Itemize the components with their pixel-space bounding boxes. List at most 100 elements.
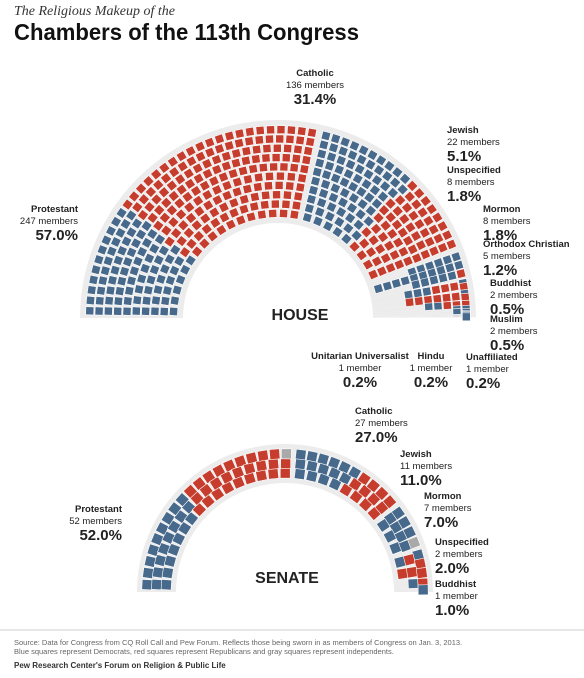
seat — [136, 273, 147, 285]
seat — [140, 219, 153, 232]
share-label: 0.5% — [490, 301, 524, 318]
seat — [377, 204, 391, 217]
seat — [398, 213, 411, 226]
seat — [367, 234, 380, 247]
share-label: 57.0% — [35, 227, 78, 244]
seat — [211, 154, 223, 166]
seat — [184, 177, 196, 190]
seat — [255, 125, 265, 136]
seat — [93, 254, 105, 266]
seat — [249, 201, 260, 212]
seat — [109, 264, 121, 276]
seat — [234, 138, 245, 149]
seat — [244, 136, 255, 147]
kicker: The Religious Makeup of the — [14, 4, 175, 19]
seat — [163, 554, 177, 568]
seat — [381, 170, 394, 183]
member-count: 247 members — [20, 216, 78, 227]
seat — [414, 296, 424, 306]
group-name: Unaffiliated — [466, 352, 518, 363]
member-count: 2 members — [490, 290, 538, 301]
seat — [342, 168, 355, 180]
seat — [407, 209, 420, 222]
seat — [442, 301, 452, 311]
seat — [340, 232, 353, 245]
seat — [275, 134, 285, 144]
group-name: Protestant — [75, 504, 123, 515]
seat — [192, 230, 205, 243]
seat — [133, 284, 145, 295]
seat — [124, 285, 135, 296]
seat — [165, 204, 179, 217]
seat — [240, 155, 251, 166]
group-name: Unspecified — [447, 165, 501, 176]
seat — [146, 228, 159, 240]
member-count: 2 members — [490, 326, 538, 337]
seat — [173, 255, 186, 267]
member-count: 52 members — [69, 516, 122, 527]
seat — [131, 306, 141, 316]
seat — [204, 136, 216, 149]
seat — [324, 160, 335, 172]
seat — [321, 169, 332, 181]
seat — [404, 221, 417, 234]
seat — [142, 175, 155, 188]
seat — [370, 222, 383, 235]
seat — [231, 465, 245, 480]
seat — [177, 521, 192, 536]
wedge — [372, 314, 476, 318]
seat — [160, 579, 172, 591]
seat — [256, 209, 267, 220]
seat — [352, 218, 365, 231]
source: Source: Data for Congress from CQ Roll C… — [14, 638, 462, 647]
seat — [198, 179, 211, 192]
seat — [413, 187, 426, 200]
seat — [141, 579, 153, 591]
seat — [360, 226, 373, 239]
seat — [170, 227, 183, 240]
seat — [177, 219, 190, 232]
seat — [230, 157, 242, 169]
seat — [233, 454, 248, 469]
seat — [339, 136, 351, 148]
seat — [283, 143, 293, 154]
seat — [305, 136, 316, 147]
seat — [184, 211, 198, 225]
seat — [202, 199, 215, 212]
seat — [406, 243, 419, 256]
seat — [428, 245, 440, 257]
seat — [128, 265, 140, 277]
seat — [137, 193, 150, 206]
seat — [175, 150, 188, 163]
seat — [391, 205, 404, 218]
seat — [322, 220, 334, 232]
seat — [295, 182, 306, 193]
seat — [407, 578, 419, 590]
seat — [279, 162, 289, 172]
seat — [299, 164, 310, 175]
share-label: 5.1% — [447, 148, 481, 165]
seat — [330, 133, 342, 145]
member-count: 1 member — [466, 364, 509, 375]
seat — [279, 208, 289, 219]
share-label: 1.0% — [435, 602, 469, 619]
member-count: 136 members — [286, 80, 344, 91]
member-count: 2 members — [435, 549, 483, 560]
seat — [190, 185, 202, 197]
member-count: 11 members — [400, 461, 452, 472]
seat — [208, 476, 224, 491]
group-name: Catholic — [355, 406, 392, 417]
seat — [217, 171, 230, 183]
seat — [289, 162, 299, 173]
seat — [375, 154, 388, 167]
seat — [160, 172, 173, 185]
seat — [231, 186, 243, 198]
wedge — [372, 307, 476, 315]
seat — [88, 274, 99, 285]
seat — [200, 223, 213, 236]
seat — [394, 194, 407, 207]
seat — [175, 274, 187, 286]
seat — [255, 459, 268, 472]
seat — [306, 194, 317, 205]
seat — [362, 168, 375, 181]
